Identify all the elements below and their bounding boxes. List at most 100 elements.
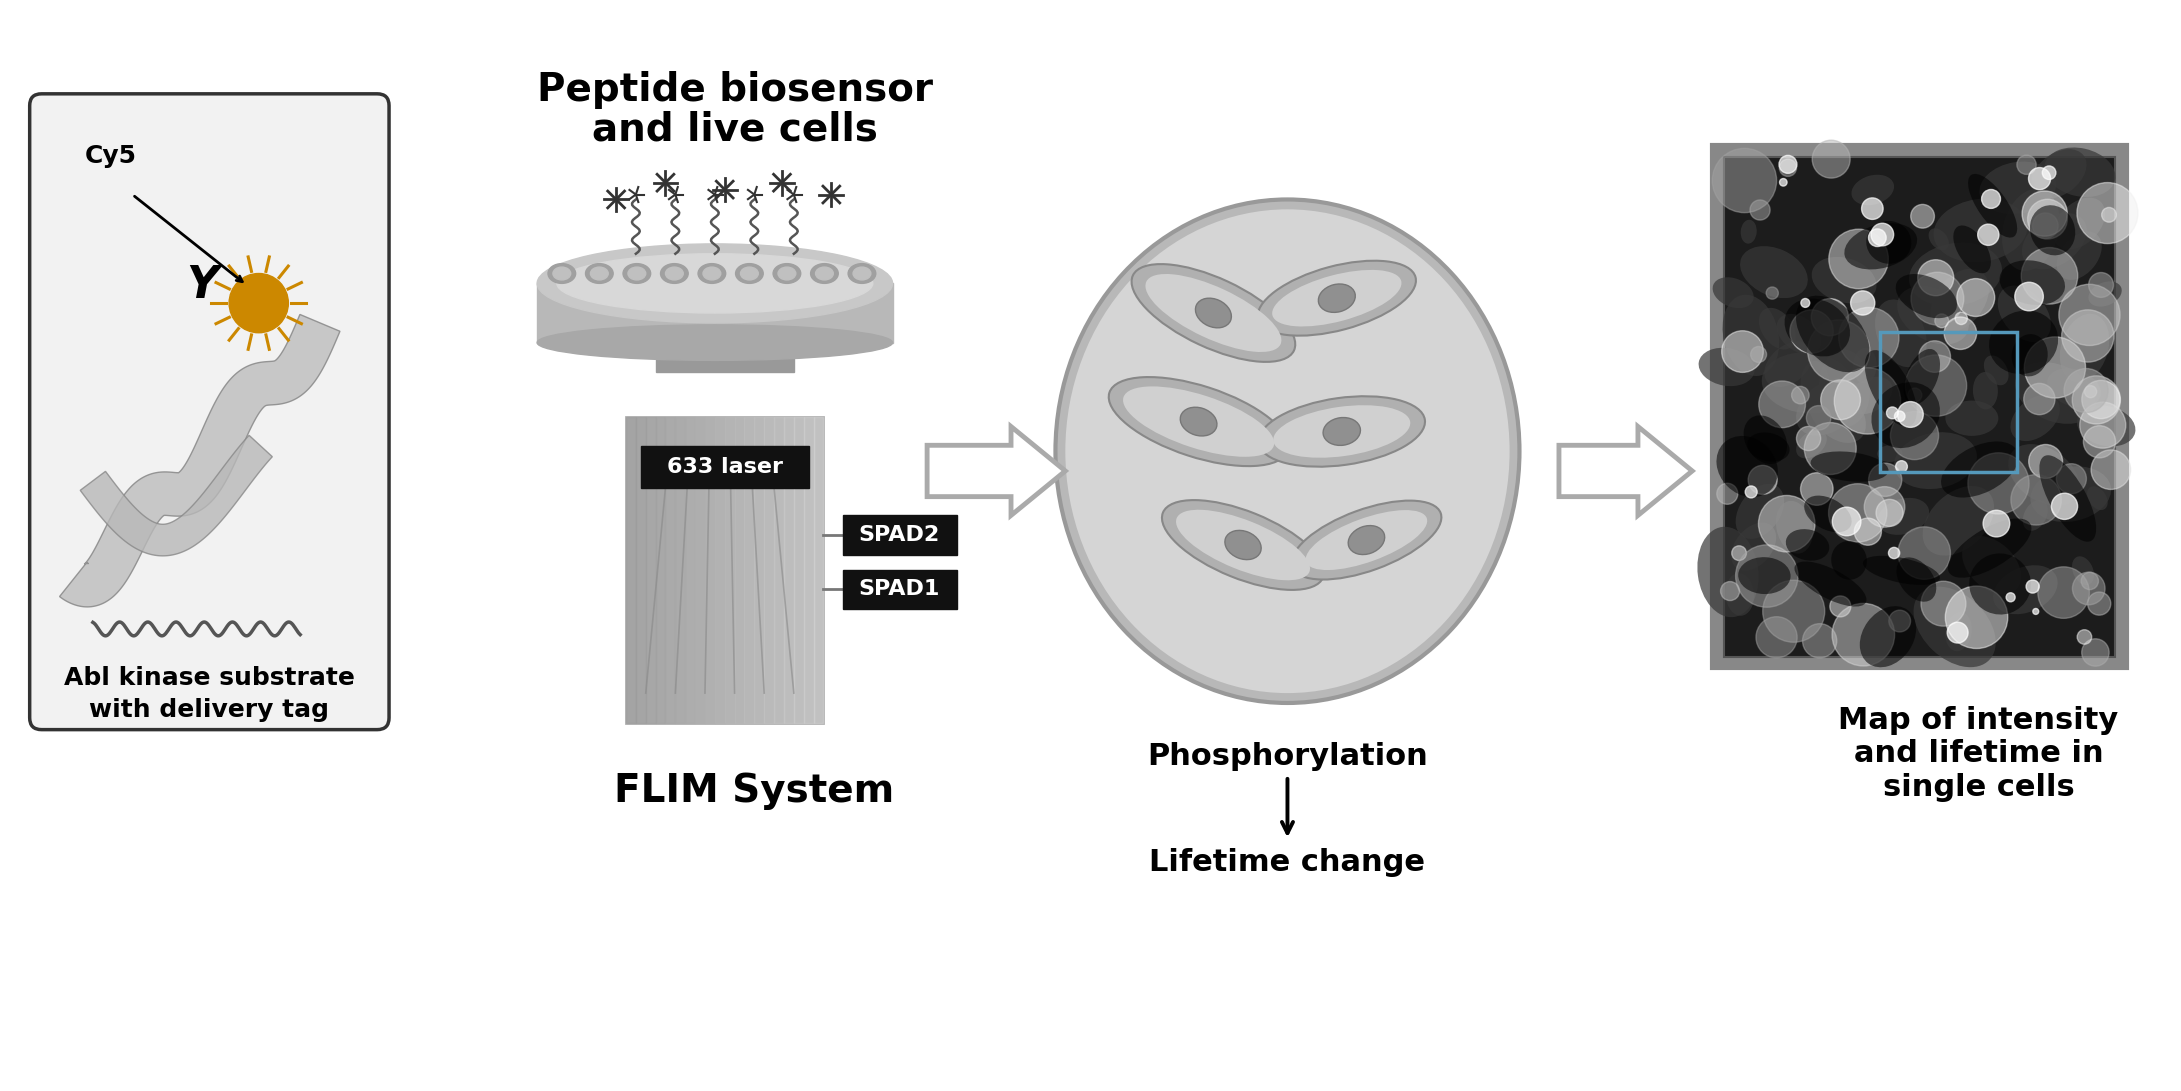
Ellipse shape	[1998, 286, 2050, 343]
Ellipse shape	[2011, 395, 2059, 441]
Text: and lifetime in: and lifetime in	[1854, 740, 2102, 768]
Ellipse shape	[1878, 445, 1902, 461]
Ellipse shape	[2052, 197, 2105, 250]
Ellipse shape	[2076, 406, 2135, 446]
Bar	[814, 417, 824, 722]
Ellipse shape	[1945, 612, 1972, 651]
Ellipse shape	[1989, 311, 2059, 374]
Circle shape	[2092, 449, 2131, 490]
Circle shape	[1751, 347, 1767, 362]
Circle shape	[1808, 320, 1869, 382]
Circle shape	[1832, 507, 1860, 536]
Ellipse shape	[1854, 348, 1878, 384]
Text: SPAD2: SPAD2	[859, 525, 940, 546]
Ellipse shape	[1847, 376, 1893, 415]
Ellipse shape	[1810, 452, 1889, 482]
Circle shape	[2081, 638, 2109, 667]
Circle shape	[2028, 444, 2063, 478]
Ellipse shape	[2031, 168, 2048, 190]
Ellipse shape	[1945, 400, 1998, 436]
Text: FLIM System: FLIM System	[615, 772, 894, 811]
Ellipse shape	[1743, 416, 1786, 464]
Circle shape	[2017, 155, 2037, 175]
Text: 633 laser: 633 laser	[667, 457, 783, 477]
Circle shape	[1854, 518, 1882, 546]
Circle shape	[1897, 527, 1950, 579]
Ellipse shape	[1797, 377, 1863, 435]
Ellipse shape	[2059, 314, 2109, 383]
Ellipse shape	[1819, 350, 1871, 427]
Bar	[844, 570, 957, 609]
Ellipse shape	[1893, 432, 1976, 489]
Ellipse shape	[702, 267, 720, 280]
Text: Lifetime change: Lifetime change	[1149, 848, 1426, 877]
Bar	[1880, 332, 2017, 471]
Ellipse shape	[1812, 256, 1876, 303]
Ellipse shape	[2022, 500, 2048, 531]
Ellipse shape	[628, 267, 646, 280]
Ellipse shape	[2009, 444, 2081, 506]
Ellipse shape	[1226, 530, 1261, 560]
Ellipse shape	[1132, 264, 1296, 362]
Circle shape	[2057, 464, 2087, 494]
Circle shape	[2087, 592, 2111, 615]
Circle shape	[1712, 148, 1778, 213]
Bar	[774, 417, 783, 722]
Circle shape	[1895, 460, 1908, 472]
Circle shape	[1865, 487, 1904, 527]
Ellipse shape	[624, 264, 650, 284]
Bar	[844, 515, 957, 555]
Ellipse shape	[1064, 209, 1509, 693]
Ellipse shape	[1948, 518, 2031, 578]
Ellipse shape	[1740, 247, 1808, 298]
Ellipse shape	[2022, 213, 2087, 269]
Ellipse shape	[1895, 274, 1956, 319]
Circle shape	[1749, 466, 1778, 494]
Circle shape	[1767, 287, 1778, 299]
Ellipse shape	[1808, 384, 1867, 443]
Circle shape	[1869, 229, 1887, 247]
Circle shape	[229, 274, 288, 333]
Ellipse shape	[1963, 536, 2022, 595]
Bar	[763, 417, 774, 722]
Circle shape	[1802, 299, 1810, 308]
Ellipse shape	[2072, 556, 2094, 585]
Circle shape	[1919, 340, 1950, 372]
Circle shape	[2089, 273, 2113, 298]
Circle shape	[1967, 453, 2028, 514]
Bar	[783, 417, 794, 722]
Ellipse shape	[1928, 228, 1950, 250]
Ellipse shape	[1712, 277, 1754, 308]
Text: and live cells: and live cells	[591, 110, 877, 148]
Ellipse shape	[1871, 382, 1939, 448]
Ellipse shape	[1108, 377, 1289, 466]
Circle shape	[2022, 191, 2068, 236]
Ellipse shape	[1762, 352, 1854, 413]
Ellipse shape	[2002, 189, 2059, 271]
Ellipse shape	[1832, 541, 1867, 579]
Ellipse shape	[1732, 523, 1775, 571]
Ellipse shape	[1258, 261, 1415, 336]
Circle shape	[1832, 603, 1895, 666]
Ellipse shape	[1852, 175, 1893, 205]
Text: with delivery tag: with delivery tag	[89, 698, 329, 722]
Bar	[676, 417, 685, 722]
Ellipse shape	[1180, 407, 1217, 436]
Ellipse shape	[2031, 205, 2076, 255]
Circle shape	[1797, 427, 1821, 451]
Text: Abl kinase substrate: Abl kinase substrate	[63, 667, 356, 691]
Circle shape	[2102, 207, 2116, 223]
Circle shape	[1802, 624, 1836, 658]
Circle shape	[1943, 316, 1976, 349]
Circle shape	[1758, 495, 1815, 552]
Ellipse shape	[735, 264, 763, 284]
Ellipse shape	[1865, 350, 1917, 427]
Circle shape	[1780, 155, 1797, 173]
Circle shape	[2052, 493, 2078, 519]
Circle shape	[1716, 483, 1738, 504]
Circle shape	[1921, 582, 1965, 626]
Circle shape	[1812, 140, 1849, 178]
Ellipse shape	[1930, 268, 1989, 333]
Polygon shape	[1559, 427, 1692, 515]
Ellipse shape	[698, 264, 726, 284]
